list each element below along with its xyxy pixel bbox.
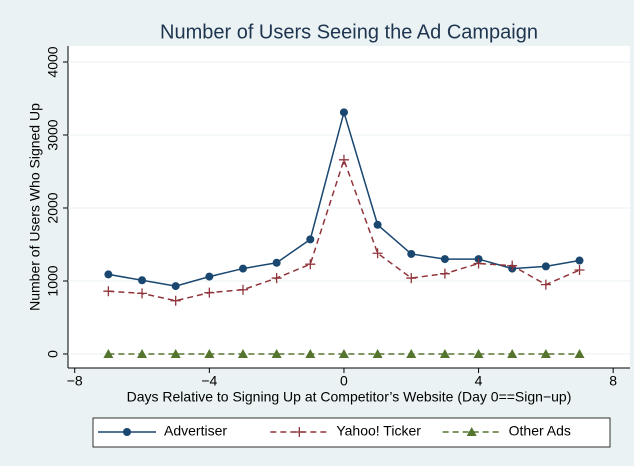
data-point: [574, 265, 585, 276]
data-point: [137, 348, 148, 358]
x-tick-label: 8: [609, 373, 617, 389]
data-point: [170, 295, 181, 306]
data-point: [237, 348, 248, 358]
data-point: [238, 264, 247, 273]
data-point: [372, 348, 383, 358]
data-point: [439, 268, 450, 279]
data-point: [103, 348, 114, 358]
data-point: [271, 273, 282, 284]
y-tick-label: 0: [45, 350, 61, 358]
plot-area: [68, 46, 630, 368]
data-point: [575, 256, 584, 265]
data-point: [473, 258, 484, 269]
legend-box: [92, 417, 611, 448]
data-point: [171, 282, 180, 291]
x-tick-label: −8: [67, 373, 83, 389]
data-point: [204, 348, 215, 358]
x-axis-title: Days Relative to Signing Up at Competito…: [127, 389, 572, 405]
data-point: [406, 348, 417, 358]
data-point: [473, 348, 484, 358]
data-point: [541, 262, 550, 271]
data-point: [103, 286, 114, 297]
data-point: [306, 235, 315, 244]
data-point: [406, 273, 417, 284]
data-point: [205, 272, 214, 281]
data-point: [204, 287, 215, 298]
data-point: [407, 249, 416, 258]
data-point: [339, 108, 348, 117]
data-point: [271, 348, 282, 358]
x-tick-label: 0: [340, 373, 348, 389]
legend-marker: [294, 427, 305, 437]
legend-label: Other Ads: [509, 423, 571, 439]
legend-marker: [123, 428, 131, 436]
data-point: [170, 348, 181, 358]
series-line: [108, 157, 580, 302]
data-point: [237, 284, 248, 295]
data-point: [540, 348, 551, 358]
data-point: [338, 348, 349, 358]
y-tick-label: 4000: [45, 46, 61, 77]
data-point: [439, 348, 450, 358]
y-tick-label: 2000: [45, 192, 61, 223]
chart-title: Number of Users Seeing the Ad Campaign: [160, 21, 538, 43]
legend-label: Yahoo! Ticker: [336, 423, 421, 439]
data-point: [507, 348, 518, 358]
data-point: [338, 154, 349, 165]
data-point: [373, 220, 382, 229]
data-point: [440, 255, 449, 264]
y-tick-label: 3000: [45, 119, 61, 150]
data-point: [137, 288, 148, 299]
data-point: [574, 348, 585, 358]
data-point: [104, 270, 113, 279]
data-point: [272, 258, 281, 267]
data-point: [305, 348, 316, 358]
y-tick-label: 1000: [45, 265, 61, 296]
data-point: [138, 276, 147, 285]
y-axis-title: Number of Users Who Signed Up: [27, 103, 43, 311]
legend-label: Advertiser: [164, 423, 227, 439]
legend-marker: [466, 427, 477, 436]
x-tick-label: 4: [475, 373, 483, 389]
x-tick-label: −4: [201, 373, 217, 389]
data-point: [540, 279, 551, 290]
data-point: [372, 248, 383, 259]
data-point: [507, 260, 518, 271]
data-point: [305, 259, 316, 270]
